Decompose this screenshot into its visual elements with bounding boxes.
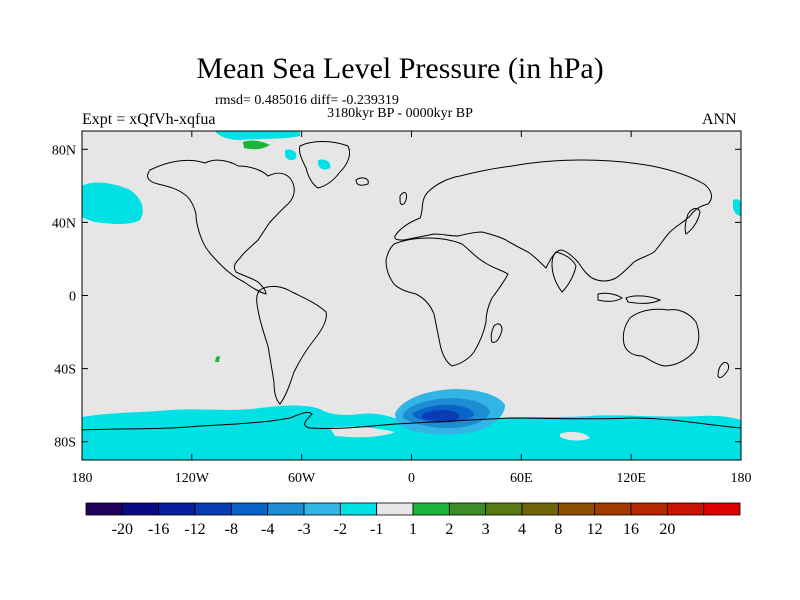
colorbar-bin — [521, 502, 559, 516]
x-axis-ticks: 180 120W 60W 0 60E 120E 180 — [72, 131, 752, 486]
colorbar-bin — [303, 502, 341, 516]
y-axis-ticks: 80N 40N 0 40S 80S — [52, 143, 741, 451]
arctic-positive — [243, 140, 270, 150]
colorbar-bin — [703, 502, 741, 516]
colorbar-label: -3 — [297, 521, 310, 538]
colorbar-label: 1 — [409, 521, 417, 538]
colorbar-label: -12 — [184, 521, 205, 538]
colorbar-label: 8 — [554, 521, 562, 538]
colorbar-label: 12 — [587, 521, 603, 538]
plot-title: Mean Sea Level Pressure (in hPa) — [196, 52, 604, 85]
stats-text: rmsd= 0.485016 diff= -0.239319 — [215, 93, 399, 108]
colorbar-bin — [630, 502, 668, 516]
arctic-anomaly-3 — [318, 159, 331, 170]
x-tick-label: 180 — [731, 471, 752, 486]
coastline-africa — [385, 237, 509, 367]
colorbar-bin — [376, 502, 414, 516]
y-tick-label: 40N — [52, 216, 76, 231]
colorbar-bin — [194, 502, 232, 516]
x-tick-label: 120W — [175, 471, 210, 486]
coastline-uk — [399, 192, 407, 205]
colorbar-bin — [267, 502, 305, 516]
y-tick-label: 80N — [52, 143, 76, 158]
colorbar-bin — [666, 502, 705, 516]
y-tick-label: 80S — [54, 436, 76, 451]
coastline-australia — [622, 308, 700, 367]
experiment-label: Expt = xQfVh-xqfua — [82, 111, 216, 128]
colorbar-label: -2 — [334, 521, 347, 538]
x-tick-label: 0 — [408, 471, 415, 486]
south-atlantic-low-4 — [422, 410, 460, 422]
coastline-india — [551, 251, 577, 293]
coastline-south-america — [256, 285, 327, 405]
southern-ocean-gap — [330, 426, 395, 438]
coastline-antarctica — [82, 411, 741, 431]
x-tick-label: 180 — [72, 471, 93, 486]
colorbar-bin — [594, 502, 632, 516]
colorbar-label: -1 — [370, 521, 383, 538]
x-tick-label: 60E — [510, 471, 533, 486]
colorbar-label: 16 — [623, 521, 639, 538]
colorbar-label: 4 — [518, 521, 526, 538]
x-tick-label: 120E — [616, 471, 646, 486]
north-pacific-anomaly — [82, 182, 143, 224]
colorbar-bin — [485, 502, 523, 516]
period-text: 3180kyr BP - 0000kyr BP — [327, 106, 473, 121]
colorbar: -20 -16 -12 -8 -4 -3 -2 -1 1 2 3 4 8 12 16 20 — [85, 502, 741, 538]
coastline-eurasia — [394, 159, 712, 282]
colorbar-bin — [557, 502, 596, 516]
coastline-japan — [684, 207, 701, 235]
colorbar-bin — [339, 502, 378, 516]
y-tick-label: 0 — [69, 290, 76, 305]
coastline-indonesia — [597, 292, 662, 304]
coastline-iceland — [355, 177, 369, 186]
colorbar-bin — [230, 502, 269, 516]
season-label: ANN — [702, 111, 737, 128]
colorbar-label: 2 — [445, 521, 453, 538]
colorbar-bin — [448, 502, 487, 516]
x-tick-label: 60W — [288, 471, 316, 486]
colorbar-label: 20 — [659, 521, 675, 538]
antarctic-patch — [560, 431, 590, 441]
colorbar-bin — [121, 502, 160, 516]
colorbar-label: 3 — [482, 521, 490, 538]
north-pacific-edge — [733, 199, 741, 216]
arctic-anomaly-1 — [215, 131, 300, 140]
colorbar-label: -4 — [261, 521, 274, 538]
colorbar-bin — [412, 502, 450, 516]
coastlines — [82, 141, 741, 431]
coastline-north-america — [147, 159, 295, 295]
coastline-greenland — [299, 141, 351, 189]
colorbar-label: -20 — [112, 521, 133, 538]
colorbar-bin — [85, 502, 123, 516]
colorbar-label: -8 — [225, 521, 238, 538]
coastline-madagascar — [490, 323, 503, 343]
south-pacific-positive — [215, 356, 220, 362]
coastline-new-zealand — [717, 361, 729, 379]
colorbar-bin — [158, 502, 196, 516]
arctic-anomaly-2 — [285, 149, 297, 161]
colorbar-label: -16 — [148, 521, 169, 538]
y-tick-label: 40S — [54, 363, 76, 378]
